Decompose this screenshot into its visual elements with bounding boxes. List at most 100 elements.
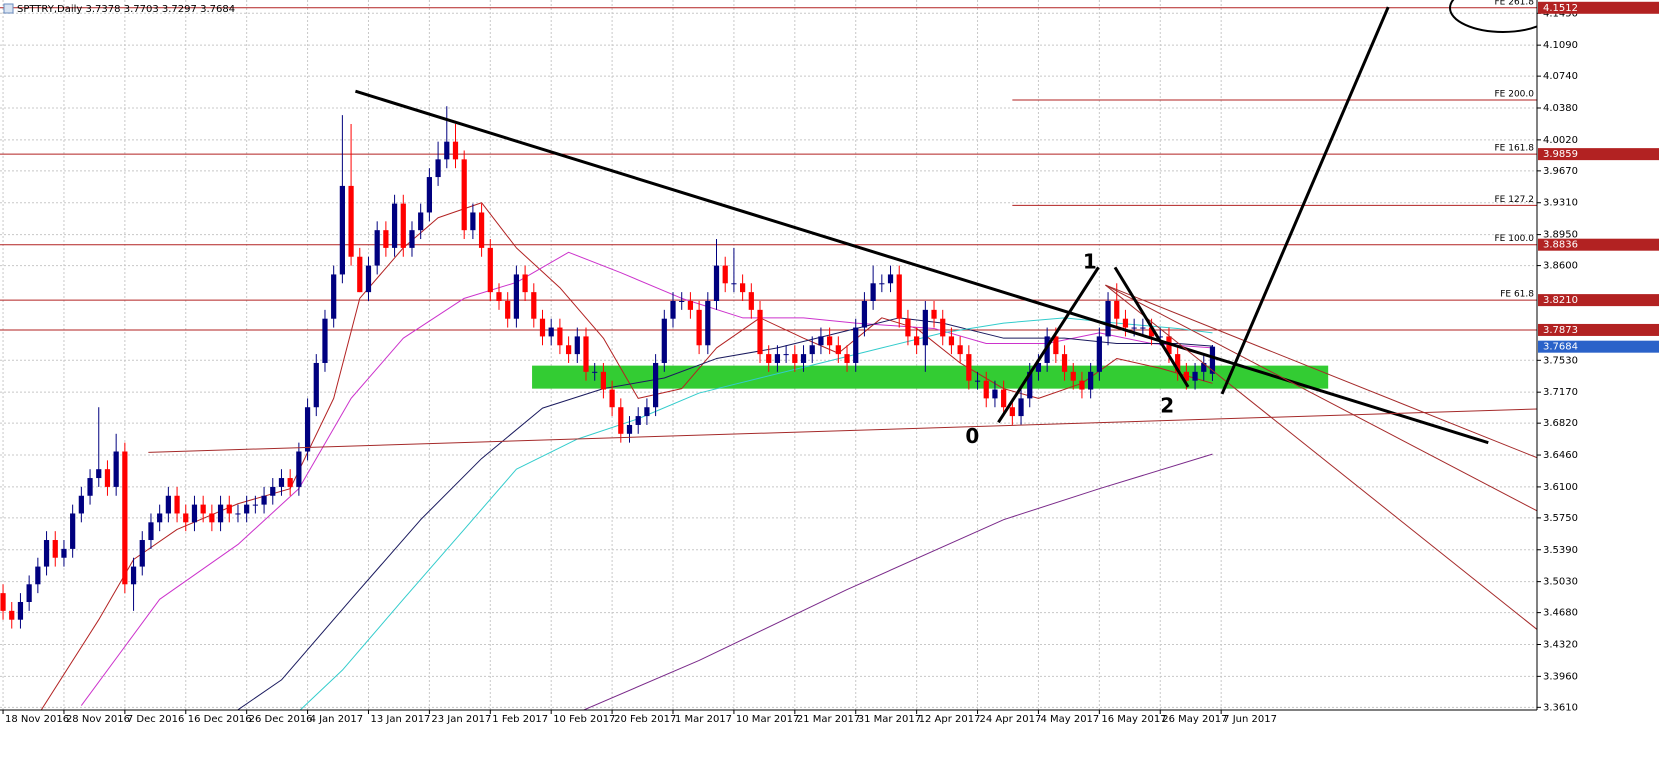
candle-body	[61, 548, 67, 558]
candle-body	[583, 336, 589, 372]
price-tag-label: 4.1512	[1543, 3, 1578, 14]
candle-body	[505, 300, 511, 319]
candle-body	[1079, 380, 1085, 390]
candle-body	[418, 212, 424, 231]
level-label: FE 61.8	[1500, 290, 1534, 300]
candle-body	[809, 345, 815, 355]
candle-body	[478, 212, 485, 248]
candle-body	[235, 513, 241, 515]
candle-body	[1105, 300, 1111, 337]
candle-body	[435, 159, 441, 178]
candle-body	[339, 185, 345, 275]
candle-body	[139, 540, 145, 567]
x-tick-label: 31 Mar 2017	[858, 714, 921, 725]
price-tag	[1538, 1, 1659, 14]
candle-body	[835, 345, 841, 355]
candle-body	[1148, 327, 1155, 337]
candle-body	[1183, 371, 1189, 381]
candle-body	[52, 540, 58, 558]
level-label: FE 127.2	[1495, 195, 1535, 205]
trendline	[148, 408, 1537, 453]
candle-body	[444, 141, 450, 160]
candle-body	[983, 380, 989, 399]
candle-body	[487, 247, 493, 293]
trendline	[1105, 284, 1537, 512]
open-value: 3.7378	[86, 4, 121, 15]
x-tick-label: 18 Nov 2016	[5, 714, 69, 725]
candle-body	[122, 451, 128, 585]
candle-body	[974, 380, 981, 382]
price-tag	[1538, 238, 1659, 251]
candle-body	[191, 504, 198, 523]
candle-body	[992, 389, 998, 399]
candle-body	[365, 265, 372, 293]
candle-body	[661, 318, 667, 363]
candle-body	[1209, 346, 1216, 374]
x-tick-label: 24 Apr 2017	[980, 714, 1042, 725]
candle-body	[1035, 362, 1042, 372]
level-label: FE 100.0	[1495, 234, 1535, 244]
candle-body	[209, 513, 215, 523]
close-value: 3.7684	[200, 4, 235, 15]
x-tick-label: 26 Dec 2016	[249, 714, 313, 725]
x-tick-label: 13 Jan 2017	[370, 714, 430, 725]
grid	[0, 0, 1537, 710]
candle-body	[1070, 371, 1076, 381]
candle-body	[670, 300, 676, 319]
candle-body	[470, 212, 476, 231]
candle-body	[609, 389, 615, 408]
price-tag	[1538, 148, 1659, 161]
candle-body	[922, 309, 928, 346]
candle-body	[565, 345, 572, 355]
candle-body	[548, 327, 554, 337]
candle-body	[313, 362, 319, 408]
candle-body	[296, 451, 302, 487]
candle-body	[9, 610, 15, 620]
trendline	[1220, 6, 1390, 395]
candle-body	[400, 203, 406, 248]
candle-body	[96, 469, 102, 479]
candle-body	[452, 141, 459, 160]
price-tag	[1538, 294, 1659, 307]
candle-body	[261, 495, 267, 505]
candle-body	[887, 274, 894, 284]
candle-body	[792, 354, 798, 363]
candle-body	[1044, 336, 1050, 363]
candle-body	[644, 407, 650, 417]
candle-body	[827, 336, 833, 346]
candle-body	[896, 274, 902, 319]
level-label: FE 261.8	[1495, 0, 1535, 7]
candle-body	[687, 300, 694, 310]
candle-body	[1009, 407, 1015, 417]
candle-body	[244, 504, 250, 514]
y-tick-label: 3.7530	[1543, 355, 1578, 366]
candle-body	[383, 230, 389, 248]
x-tick-label: 7 Dec 2016	[127, 714, 185, 725]
candle-body	[78, 495, 84, 514]
y-tick-label: 3.4320	[1543, 639, 1578, 650]
candle-body	[940, 318, 946, 337]
candle-body	[870, 283, 876, 301]
highlight-ellipse	[1449, 0, 1537, 33]
candle-body	[966, 354, 972, 381]
candle-body	[539, 318, 546, 337]
level-label: FE 161.8	[1495, 144, 1535, 154]
trendline	[997, 266, 1100, 424]
candle-body	[35, 566, 41, 585]
candle-body	[948, 336, 955, 346]
y-tick-label: 3.5750	[1543, 513, 1578, 524]
candle-body	[592, 371, 598, 373]
wave-label: 2	[1160, 394, 1174, 418]
candle-body	[618, 407, 624, 434]
candle-body	[331, 274, 337, 319]
y-tick-label: 3.5390	[1543, 545, 1578, 556]
candle-body	[696, 309, 702, 346]
candle-body	[357, 256, 363, 293]
high-value: 3.7703	[124, 4, 159, 15]
candle-body	[26, 584, 32, 602]
y-tick-label: 3.8600	[1543, 261, 1578, 272]
candle-body	[914, 336, 920, 346]
candle-body	[426, 177, 432, 213]
